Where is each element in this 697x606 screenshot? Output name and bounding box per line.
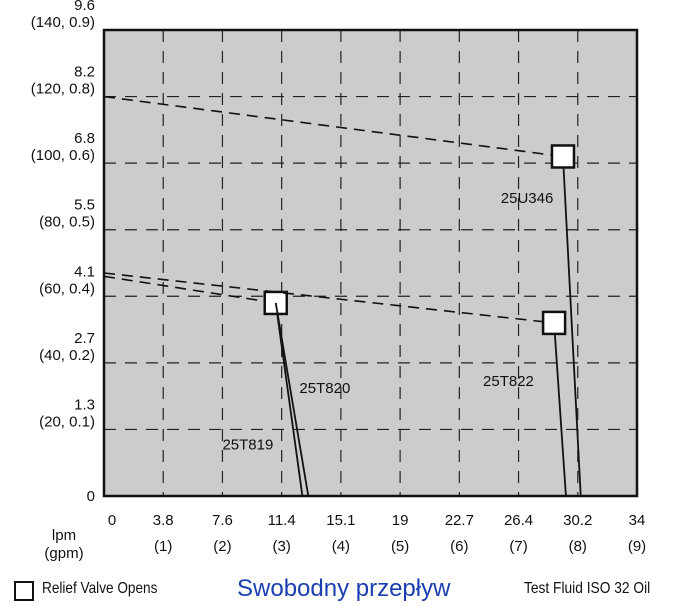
y-tick-label: 1.3 — [74, 396, 95, 413]
x-tick-label: 26.4 — [504, 512, 533, 529]
y-axis-ticks: 0 1.3(20, 0.1) 2.7(40, 0.2) 4.1(60, 0.4) 5.5… — [31, 0, 95, 505]
x-tick-label: 11.4 — [268, 512, 296, 529]
relief-point-marker-25T822 — [541, 310, 567, 336]
x-tick-label: 3.8 — [153, 512, 174, 529]
x-tick-sublabel: (7) — [509, 538, 527, 555]
relief-line-25T819 — [103, 275, 276, 304]
x-tick-label: 34 — [629, 512, 646, 529]
plot-area — [104, 30, 637, 496]
y-tick-sublabel: (60, 0.4) — [39, 280, 95, 297]
y-tick-sublabel: (120, 0.8) — [31, 81, 95, 98]
x-tick-sublabel: (9) — [628, 538, 646, 555]
x-tick-label: 22.7 — [445, 512, 474, 529]
y-tick-label: 4.1 — [74, 263, 95, 280]
x-tick-label: 30.2 — [563, 512, 592, 529]
free-flow-line-25T822 — [553, 322, 567, 497]
x-tick-sublabel: (4) — [332, 538, 350, 555]
series-label-25T819: 25T819 — [222, 436, 273, 453]
series-label-25T822: 25T822 — [483, 373, 534, 390]
x-unit-sublabel: (gpm) — [44, 545, 83, 562]
free-flow-line-25U346 — [562, 156, 582, 497]
series-25T822 — [103, 272, 567, 497]
legend-relief-label: Relief Valve Opens — [42, 580, 158, 597]
relief-line-25U346 — [103, 95, 564, 158]
free-flow-line-25T819 — [274, 302, 304, 497]
y-tick-sublabel: (40, 0.2) — [39, 347, 95, 364]
x-tick-label: 7.6 — [212, 512, 233, 529]
y-tick-sublabel: (20, 0.1) — [39, 413, 95, 430]
series-25T820 — [274, 302, 310, 497]
x-tick-label: 0 — [108, 512, 116, 529]
x-tick-sublabel: (1) — [154, 538, 172, 555]
plot-border — [102, 28, 639, 498]
legend: Relief Valve Opens Swobodny przepływ Tes… — [0, 575, 697, 606]
x-tick-sublabel: (5) — [391, 538, 409, 555]
y-tick-sublabel: (140, 0.9) — [31, 14, 95, 31]
x-axis-ticks: 0 3.8 (1) 7.6 (2) 11.4 (3) 15.1 (4) 19 (5) 22.7 (6) 2… — [44, 512, 646, 562]
x-tick-label: 15.1 — [326, 512, 355, 529]
x-tick-label: 19 — [392, 512, 409, 529]
relief-line-25T822 — [103, 272, 555, 324]
relief-valve-box-icon — [14, 581, 34, 601]
y-tick-label: 2.7 — [74, 330, 95, 347]
grid — [104, 30, 637, 496]
x-tick-sublabel: (6) — [450, 538, 468, 555]
x-unit-label: lpm — [52, 527, 76, 544]
free-flow-line-25T820 — [274, 302, 310, 497]
y-tick-sublabel: (100, 0.6) — [31, 147, 95, 164]
y-tick-label: 5.5 — [74, 197, 95, 214]
series-label-25T820: 25T820 — [299, 380, 350, 397]
series-25U346 — [103, 95, 582, 497]
series-label-25U346: 25U346 — [501, 190, 554, 207]
x-tick-sublabel: (3) — [272, 538, 290, 555]
y-tick-label: 0 — [87, 488, 95, 505]
series-group — [103, 95, 582, 497]
y-tick-label: 9.6 — [74, 0, 95, 14]
y-tick-label: 6.8 — [74, 130, 95, 147]
x-tick-sublabel: (2) — [213, 538, 231, 555]
legend-fluid-label: Test Fluid ISO 32 Oil — [524, 580, 651, 597]
y-tick-sublabel: (80, 0.5) — [39, 214, 95, 231]
series-labels: 25U346 25T822 25T820 25T819 — [222, 190, 553, 453]
x-tick-sublabel: (8) — [569, 538, 587, 555]
legend-free-flow-label: Swobodny przepływ — [237, 575, 451, 602]
y-tick-label: 8.2 — [74, 64, 95, 81]
relief-point-marker-25U346 — [550, 144, 576, 169]
